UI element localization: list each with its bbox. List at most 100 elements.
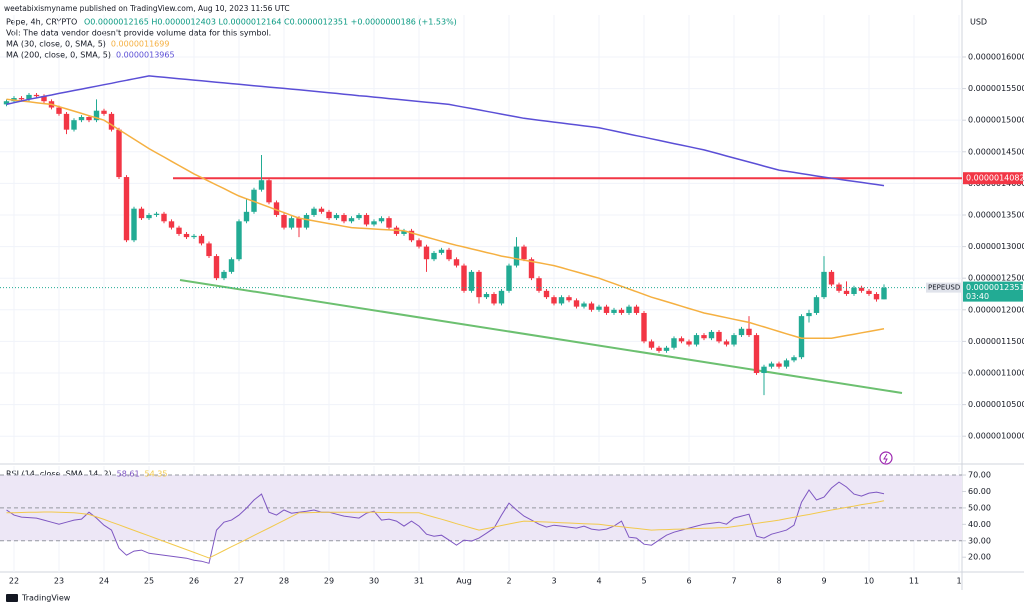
candle-body [348,218,355,222]
ohlc-label: O0.0000012165 H0.0000012403 L0.000001216… [84,18,457,27]
candle-body [678,338,685,342]
x-tick-label: 29 [324,577,334,586]
candle-body [378,218,385,222]
alert-icon[interactable] [879,451,893,465]
candle-body [183,233,190,238]
candle-body [873,293,880,300]
candle-body [371,221,377,225]
candle-body [491,293,497,304]
candle-body [851,287,857,294]
legend-value: 54.35 [145,470,168,479]
candle-body [438,249,445,253]
x-tick-label: 22 [9,577,19,586]
y-tick-label: 0.0000012000 [968,305,1024,314]
y-tick-label: 0.0000015500 [968,84,1024,93]
candle-body [618,309,625,313]
candle-body [761,366,767,374]
candle-body [408,230,415,241]
candle-body [821,271,827,298]
candle-body [573,300,580,307]
candle-body [536,278,542,291]
trendline [179,278,903,394]
candle-body [86,117,92,121]
candle-body [288,218,295,228]
candle-body [416,240,422,247]
x-tick-label: 6 [686,577,691,586]
y-tick-label: 60.00 [968,487,991,496]
symbol-box [926,282,961,293]
x-tick-label: 11 [909,577,919,586]
candle-body [633,306,640,313]
x-tick-label: 26 [189,577,199,586]
series-line [6,75,885,187]
candle-body [191,235,197,238]
candle-body [806,312,812,317]
series-line [6,500,885,559]
candle-body [483,293,490,298]
last-price-label: 0.0000012351 [966,283,1024,292]
y-tick-label: 40.00 [968,520,991,529]
candle-body [468,271,475,291]
x-tick-label: 2 [506,577,511,586]
level-label-box [963,172,1023,185]
candle-body [498,290,505,304]
brand-logo [6,594,18,602]
candle-body [708,331,715,339]
candle-body [41,96,47,102]
candle-body [581,303,587,307]
x-tick-label: 5 [641,577,646,586]
candle-body [78,117,85,121]
candle-body [56,107,62,114]
chart-title: Pepe, 4h, CRYPTO [6,18,77,27]
candle-body [198,235,205,244]
candle-body [18,98,25,100]
candle-body [236,221,242,260]
candle-body [258,180,265,190]
candle-body [153,213,160,215]
y-tick-label: 0.0000015000 [968,116,1024,125]
y-tick-label: 0.0000013500 [968,210,1024,219]
candle-body [33,94,40,97]
y-tick-label: 0.0000014500 [968,147,1024,156]
candle-body [318,208,325,212]
y-tick-label: 50.00 [968,503,991,512]
x-tick-label: 1 [956,577,961,586]
candle-body [648,341,655,348]
candle-body [116,129,122,178]
last-price-box [963,281,1023,302]
candle-body [93,110,100,121]
candle-body [63,113,70,130]
candle-body [596,306,602,310]
candle-body [333,214,340,219]
subtitle: Vol: The data vendor doesn't provide vol… [6,29,271,38]
y-tick-label: 0.0000016000 [968,52,1024,61]
x-tick-label: Aug [456,577,472,586]
y-tick-label: 20.00 [968,553,991,562]
candle-body [588,303,595,310]
candle-body [401,230,407,234]
y-tick-label: 0.0000013000 [968,242,1024,251]
candle-body [528,259,535,279]
candle-body [641,312,647,342]
candle-body [836,284,842,291]
x-tick-label: 31 [414,577,424,586]
legend-name: MA (30, close, 0, SMA, 5) [6,40,106,49]
candle-body [521,246,527,260]
rsi-band [0,475,962,541]
candle-body [656,347,662,351]
candle-body [168,221,175,228]
candle-body [108,113,115,130]
candle-body [3,101,10,105]
x-tick-label: 25 [144,577,154,586]
x-tick-label: 23 [54,577,64,586]
candle-body [716,331,722,342]
candle-body [138,208,145,219]
legend-value: 0.0000013965 [116,51,175,60]
candle-body [356,214,362,219]
candle-body [281,214,287,228]
candle-body [296,218,302,228]
candle-body [71,120,77,130]
candle-body [881,287,887,300]
currency: USD [970,18,987,27]
